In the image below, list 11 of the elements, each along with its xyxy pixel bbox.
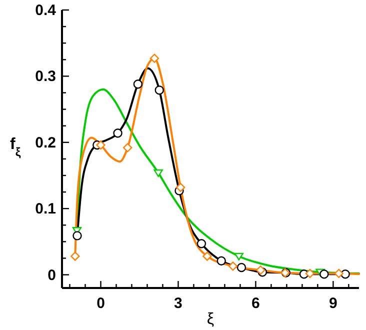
y-tick-label: 0.4: [35, 2, 57, 19]
y-tick-label: 0.1: [35, 200, 56, 218]
y-tick-label: 0.3: [35, 68, 56, 86]
y-axis-title: f$_{ξ}$: [10, 136, 22, 159]
x-tick-label: 0: [96, 295, 105, 312]
x-axis-title: ξ: [206, 311, 214, 328]
y-tick-label: 0: [48, 266, 56, 284]
x-tick-label: 3: [174, 295, 182, 312]
y-tick-label: 0.2: [35, 134, 56, 152]
x-tick-label: 9: [329, 295, 338, 312]
x-tick-label: 6: [252, 295, 260, 312]
